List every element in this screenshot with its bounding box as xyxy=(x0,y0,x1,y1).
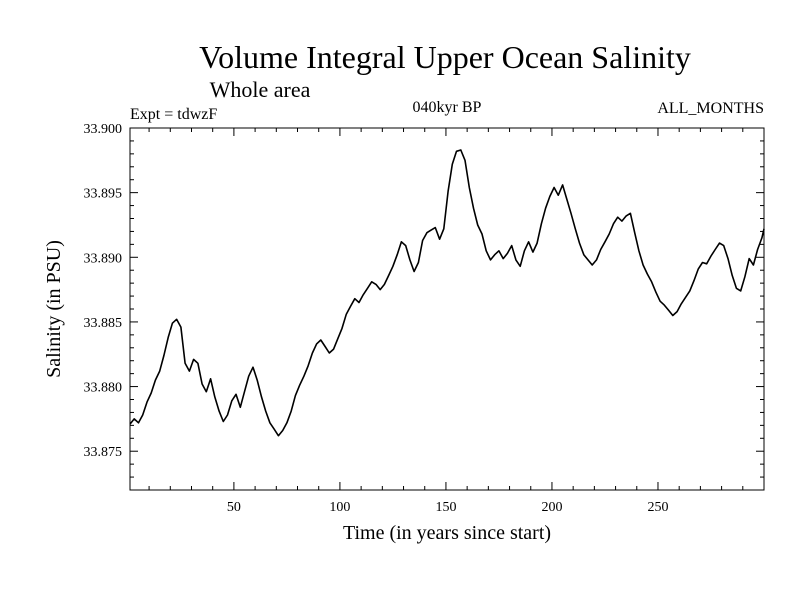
x-tick-label: 50 xyxy=(227,500,241,515)
chart-title: Volume Integral Upper Ocean Salinity xyxy=(199,39,691,75)
chart-subtitle: Whole area xyxy=(210,77,311,102)
y-tick-label: 33.890 xyxy=(84,251,123,266)
y-tick-label: 33.900 xyxy=(84,122,123,137)
plot-frame xyxy=(129,127,765,491)
y-tick-label: 33.875 xyxy=(84,445,123,460)
y-axis-label: Salinity (in PSU) xyxy=(43,240,65,378)
y-tick-label: 33.895 xyxy=(84,187,123,202)
x-tick-label: 150 xyxy=(435,500,456,515)
experiment-label: Expt = tdwzF xyxy=(130,106,217,123)
plot-area: 50 100 150 200 250 33.875 33.880 33.885 33.890 33… xyxy=(84,122,765,515)
y-tick-label: 33.880 xyxy=(84,381,123,396)
salinity-series-line xyxy=(129,149,765,437)
x-tick-label: 250 xyxy=(647,500,668,515)
x-tick-label: 100 xyxy=(329,500,350,515)
months-label: ALL_MONTHS xyxy=(657,100,764,117)
x-axis-label: Time (in years since start) xyxy=(343,522,551,544)
period-label: 040kyr BP xyxy=(413,99,482,116)
y-tick-label: 33.885 xyxy=(84,316,123,331)
x-tick-label: 200 xyxy=(541,500,562,515)
